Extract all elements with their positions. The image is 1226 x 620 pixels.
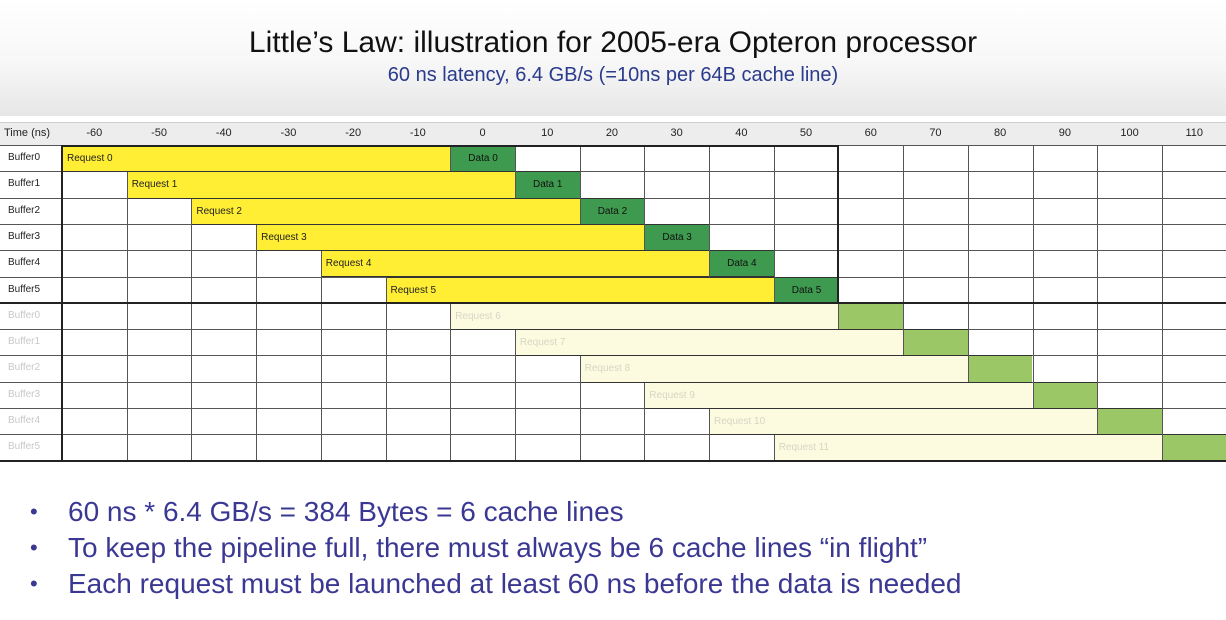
time-column-header: 10 bbox=[541, 127, 554, 139]
buffer-row-label: Buffer1 bbox=[8, 178, 41, 190]
time-column-header: -30 bbox=[280, 127, 297, 139]
buffer-row-label: Buffer5 bbox=[8, 283, 41, 295]
time-column-header: 90 bbox=[1058, 127, 1071, 139]
group-box-left bbox=[61, 145, 63, 461]
buffer-row-label: Buffer2 bbox=[8, 362, 41, 374]
buffer-row-label: Buffer5 bbox=[8, 441, 41, 453]
time-column-header: -50 bbox=[151, 127, 167, 139]
bullet-item: • Each request must be launched at least … bbox=[28, 566, 962, 602]
data-bar bbox=[839, 302, 904, 331]
request-bar: Request 1 bbox=[127, 171, 515, 199]
grid-horizontal-line bbox=[0, 434, 1226, 436]
data-bar bbox=[1098, 408, 1162, 436]
time-column-header: -20 bbox=[345, 127, 362, 139]
time-axis-label: Time (ns) bbox=[4, 127, 51, 139]
time-column-header: -40 bbox=[215, 127, 232, 139]
request-bar: Request 0 bbox=[63, 145, 451, 173]
grid-horizontal-line bbox=[0, 408, 1226, 409]
request-bar: Request 5 bbox=[386, 276, 774, 304]
header-row-background bbox=[0, 122, 1226, 146]
request-bar: Request 10 bbox=[710, 408, 1098, 436]
bullet-dot-icon: • bbox=[30, 571, 38, 596]
time-column-header: 20 bbox=[605, 127, 619, 139]
data-bar: Data 2 bbox=[580, 197, 645, 225]
data-bar: Data 1 bbox=[515, 171, 580, 199]
data-bar bbox=[1033, 381, 1098, 409]
request-bar: Request 6 bbox=[451, 302, 839, 331]
data-bar: Data 5 bbox=[774, 276, 839, 304]
time-column-header: 100 bbox=[1120, 127, 1139, 139]
data-bar: Data 4 bbox=[710, 250, 774, 278]
time-column-header: 40 bbox=[735, 127, 748, 139]
time-column-header: 30 bbox=[670, 127, 683, 139]
buffer-row-label: Buffer3 bbox=[8, 388, 41, 400]
data-bar bbox=[968, 355, 1033, 383]
buffer-row-label: Buffer4 bbox=[8, 257, 41, 269]
group-box-bottom bbox=[0, 301, 1226, 304]
time-column-header: -60 bbox=[86, 127, 103, 139]
group-box-top bbox=[62, 145, 839, 147]
bullet-dot-icon: • bbox=[30, 535, 38, 560]
bullet-dot-icon: • bbox=[30, 499, 38, 524]
data-bar: Data 3 bbox=[645, 223, 709, 252]
slide-subtitle: 60 ns latency, 6.4 GB/s (=10ns per 64B c… bbox=[387, 64, 839, 86]
time-column-header: 80 bbox=[994, 127, 1007, 139]
slide-header: Little’s Law: illustration for 2005-era … bbox=[0, 0, 1226, 116]
request-bar: Request 2 bbox=[192, 197, 580, 225]
group-box-right bbox=[837, 145, 840, 303]
grid-bottom-border bbox=[0, 459, 1226, 462]
time-column-header: 110 bbox=[1185, 127, 1203, 139]
data-bar bbox=[904, 329, 968, 357]
slide-title: Little’s Law: illustration for 2005-era … bbox=[248, 26, 978, 59]
bullet-text: Each request must be launched at least 6… bbox=[68, 568, 962, 599]
time-column-header: 60 bbox=[864, 127, 877, 139]
data-bar bbox=[1162, 434, 1226, 462]
time-column-header: -10 bbox=[409, 127, 426, 139]
time-column-header: 50 bbox=[799, 127, 813, 139]
bullet-item: • To keep the pipeline full, there must a… bbox=[28, 530, 962, 566]
request-bar: Request 8 bbox=[580, 355, 968, 383]
bullet-text: 60 ns * 6.4 GB/s = 384 Bytes = 6 cache l… bbox=[68, 496, 624, 527]
bullet-text: To keep the pipeline full, there must al… bbox=[68, 532, 928, 563]
request-bar: Request 4 bbox=[321, 250, 709, 278]
buffer-row-label: Buffer0 bbox=[8, 309, 41, 321]
buffer-row-label: Buffer4 bbox=[8, 415, 41, 426]
grid-horizontal-line bbox=[0, 171, 1226, 173]
buffer-row-label: Buffer3 bbox=[8, 230, 41, 242]
request-bar: Request 3 bbox=[257, 223, 645, 252]
bullet-list: • 60 ns * 6.4 GB/s = 384 Bytes = 6 cache … bbox=[28, 494, 962, 602]
buffer-row-label: Buffer1 bbox=[8, 336, 41, 348]
bullet-item: • 60 ns * 6.4 GB/s = 384 Bytes = 6 cache … bbox=[28, 494, 962, 530]
request-bar: Request 7 bbox=[515, 329, 904, 357]
buffer-row-label: Buffer2 bbox=[8, 204, 41, 216]
request-bar: Request 9 bbox=[645, 381, 1033, 409]
time-column-header: 70 bbox=[929, 127, 942, 139]
buffer-row-label: Buffer0 bbox=[8, 152, 41, 163]
time-column-header: 0 bbox=[479, 127, 486, 139]
request-bar: Request 11 bbox=[774, 434, 1162, 462]
data-bar: Data 0 bbox=[451, 145, 515, 173]
